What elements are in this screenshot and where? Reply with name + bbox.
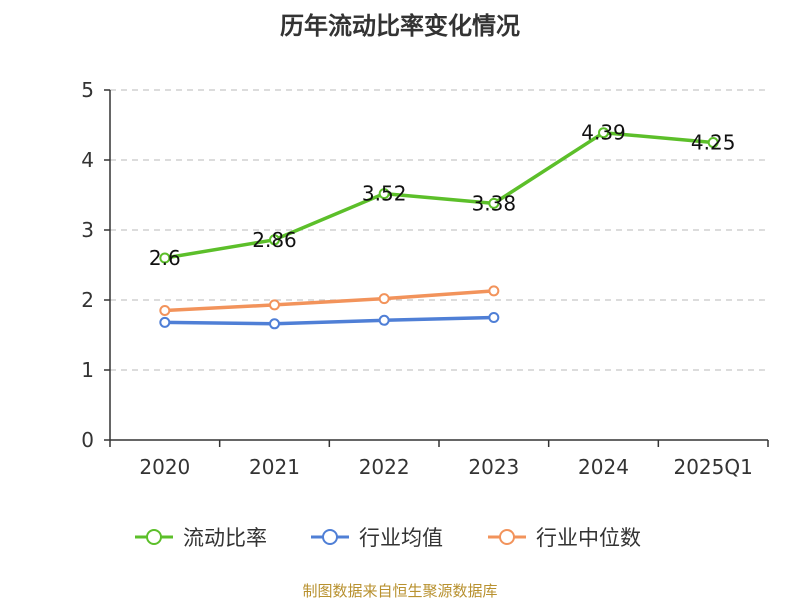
legend-swatch-marker (146, 529, 162, 545)
y-axis-ticks: 0 1 2 3 4 5 (81, 78, 110, 452)
legend-label: 行业均值 (359, 526, 443, 550)
data-point (269, 299, 280, 311)
gridlines (110, 89, 768, 371)
legend-swatch-marker (499, 529, 515, 545)
y-tick-label: 2 (81, 288, 94, 312)
data-label: 2.6 (149, 246, 181, 270)
data-point (159, 305, 171, 316)
data-point (159, 252, 171, 264)
legend-label: 流动比率 (183, 526, 267, 550)
data-label: 4.25 (691, 131, 736, 155)
chart-title: 历年流动比率变化情况 (280, 12, 520, 40)
source-note: 制图数据来自恒生聚源数据库 (302, 582, 497, 600)
legend-swatch-marker (322, 529, 338, 545)
data-label: 2.86 (252, 228, 297, 252)
series-line-0 (164, 130, 714, 260)
x-tick-label: 2024 (578, 455, 629, 479)
data-point (488, 312, 500, 323)
x-tick-label: 2020 (139, 455, 190, 479)
data-point (159, 316, 171, 328)
x-tick-label: 2025Q1 (673, 455, 752, 479)
data-point (269, 318, 280, 330)
series-line-1 (164, 315, 494, 326)
x-tick-label: 2022 (359, 455, 410, 479)
legend-label: 行业中位数 (536, 526, 641, 550)
data-point (488, 197, 500, 209)
data-point (488, 285, 500, 297)
x-axis-ticks: 2020 2021 2022 2023 2024 2025Q1 (109, 440, 769, 479)
axes (109, 90, 768, 441)
data-label: 3.52 (362, 182, 407, 206)
data-label: 3.38 (472, 191, 517, 215)
y-tick-label: 5 (81, 78, 94, 102)
data-point (269, 234, 280, 246)
series-lines (159, 127, 719, 330)
y-tick-label: 3 (81, 218, 94, 242)
data-point (378, 293, 390, 305)
series-line-2 (164, 289, 494, 313)
data-point (707, 137, 719, 148)
data-labels: 2.6 2.86 3.52 3.38 4.39 4.25 (149, 121, 736, 270)
data-point (598, 127, 609, 139)
x-tick-label: 2023 (468, 455, 519, 479)
data-point (378, 188, 390, 200)
x-tick-label: 2021 (249, 455, 300, 479)
data-label: 4.39 (581, 121, 626, 145)
data-point (378, 314, 390, 326)
y-tick-label: 1 (81, 358, 94, 382)
y-tick-label: 4 (81, 148, 94, 172)
y-tick-label: 0 (81, 428, 94, 452)
legend: 流动比率 行业均值 行业中位数 (135, 526, 641, 550)
